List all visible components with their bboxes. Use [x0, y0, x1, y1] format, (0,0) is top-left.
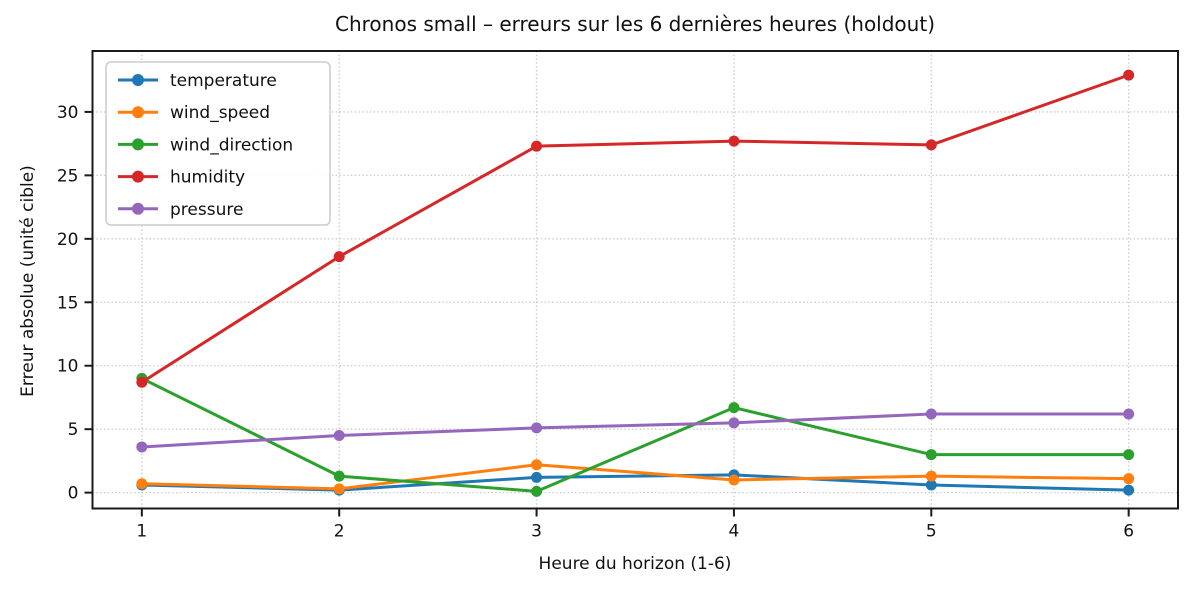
marker-humidity-h1 [136, 376, 148, 388]
legend-box [105, 61, 331, 226]
x-tick-label-4: 4 [729, 522, 740, 542]
marker-wind_direction-h6 [1123, 449, 1135, 461]
legend-marker-temperature [132, 74, 144, 86]
y-tick-label-30: 30 [57, 103, 79, 123]
marker-wind_direction-h3 [531, 485, 543, 497]
marker-pressure-h2 [333, 430, 345, 442]
y-axis-label: Erreur absolue (unité cible) [18, 165, 38, 397]
legend-item-pressure: pressure [118, 200, 243, 220]
legend-marker-wind_direction [132, 138, 144, 151]
marker-wind_speed-h3 [531, 459, 543, 471]
legend-label-pressure: pressure [170, 200, 243, 220]
marker-wind_speed-h4 [728, 474, 740, 486]
marker-humidity-h5 [925, 139, 937, 151]
marker-pressure-h6 [1123, 408, 1135, 420]
legend-label-wind_direction: wind_direction [170, 135, 293, 155]
legend-marker-humidity [132, 170, 144, 183]
x-axis-label: Heure du horizon (1-6) [538, 554, 732, 574]
x-tick-label-2: 2 [334, 522, 345, 542]
marker-pressure-h4 [728, 417, 740, 429]
marker-wind_speed-h2 [333, 483, 345, 495]
legend-item-wind_speed: wind_speed [118, 103, 270, 123]
marker-wind_direction-h4 [728, 402, 740, 414]
marker-temperature-h5 [925, 479, 937, 491]
legend-item-humidity: humidity [118, 168, 245, 188]
legend-label-humidity: humidity [170, 168, 245, 188]
axes-spines [91, 50, 1179, 510]
marker-pressure-h5 [925, 408, 937, 420]
marker-pressure-h3 [531, 422, 543, 434]
marker-humidity-h6 [1123, 69, 1135, 81]
legend-item-temperature: temperature [118, 71, 277, 91]
marker-wind_direction-h5 [925, 449, 937, 461]
x-tick-label-6: 6 [1123, 522, 1134, 542]
marker-wind_direction-h2 [333, 470, 345, 482]
series-line-pressure [140, 412, 1131, 449]
series-line-wind_direction [140, 376, 1131, 493]
x-tick-label-1: 1 [136, 522, 147, 542]
legend-marker-pressure [132, 202, 144, 215]
x-tick-label-5: 5 [926, 522, 937, 542]
marker-wind_speed-h6 [1123, 473, 1135, 485]
legend-item-wind_direction: wind_direction [118, 135, 293, 155]
marker-wind_speed-h1 [136, 478, 148, 490]
marker-pressure-h1 [136, 441, 148, 453]
marker-temperature-h3 [531, 471, 543, 483]
y-tick-label-25: 25 [57, 166, 79, 186]
legend-marker-wind_speed [132, 106, 144, 119]
marker-humidity-h2 [333, 251, 345, 263]
series-line-humidity [140, 73, 1131, 384]
legend-label-wind_speed: wind_speed [170, 103, 270, 123]
y-tick-label-5: 5 [68, 420, 79, 440]
chart-title: Chronos small – erreurs sur les 6 derniè… [335, 12, 935, 36]
legend-label-temperature: temperature [170, 71, 277, 91]
series-line-wind_speed [140, 463, 1131, 491]
marker-temperature-h6 [1123, 484, 1135, 496]
marker-wind_speed-h5 [925, 470, 937, 482]
y-tick-label-20: 20 [57, 230, 79, 250]
marker-humidity-h3 [531, 140, 543, 152]
y-tick-label-15: 15 [57, 293, 79, 313]
y-tick-label-0: 0 [68, 484, 79, 504]
marker-humidity-h4 [728, 135, 740, 147]
x-tick-label-3: 3 [531, 522, 542, 542]
y-tick-label-10: 10 [57, 357, 79, 377]
